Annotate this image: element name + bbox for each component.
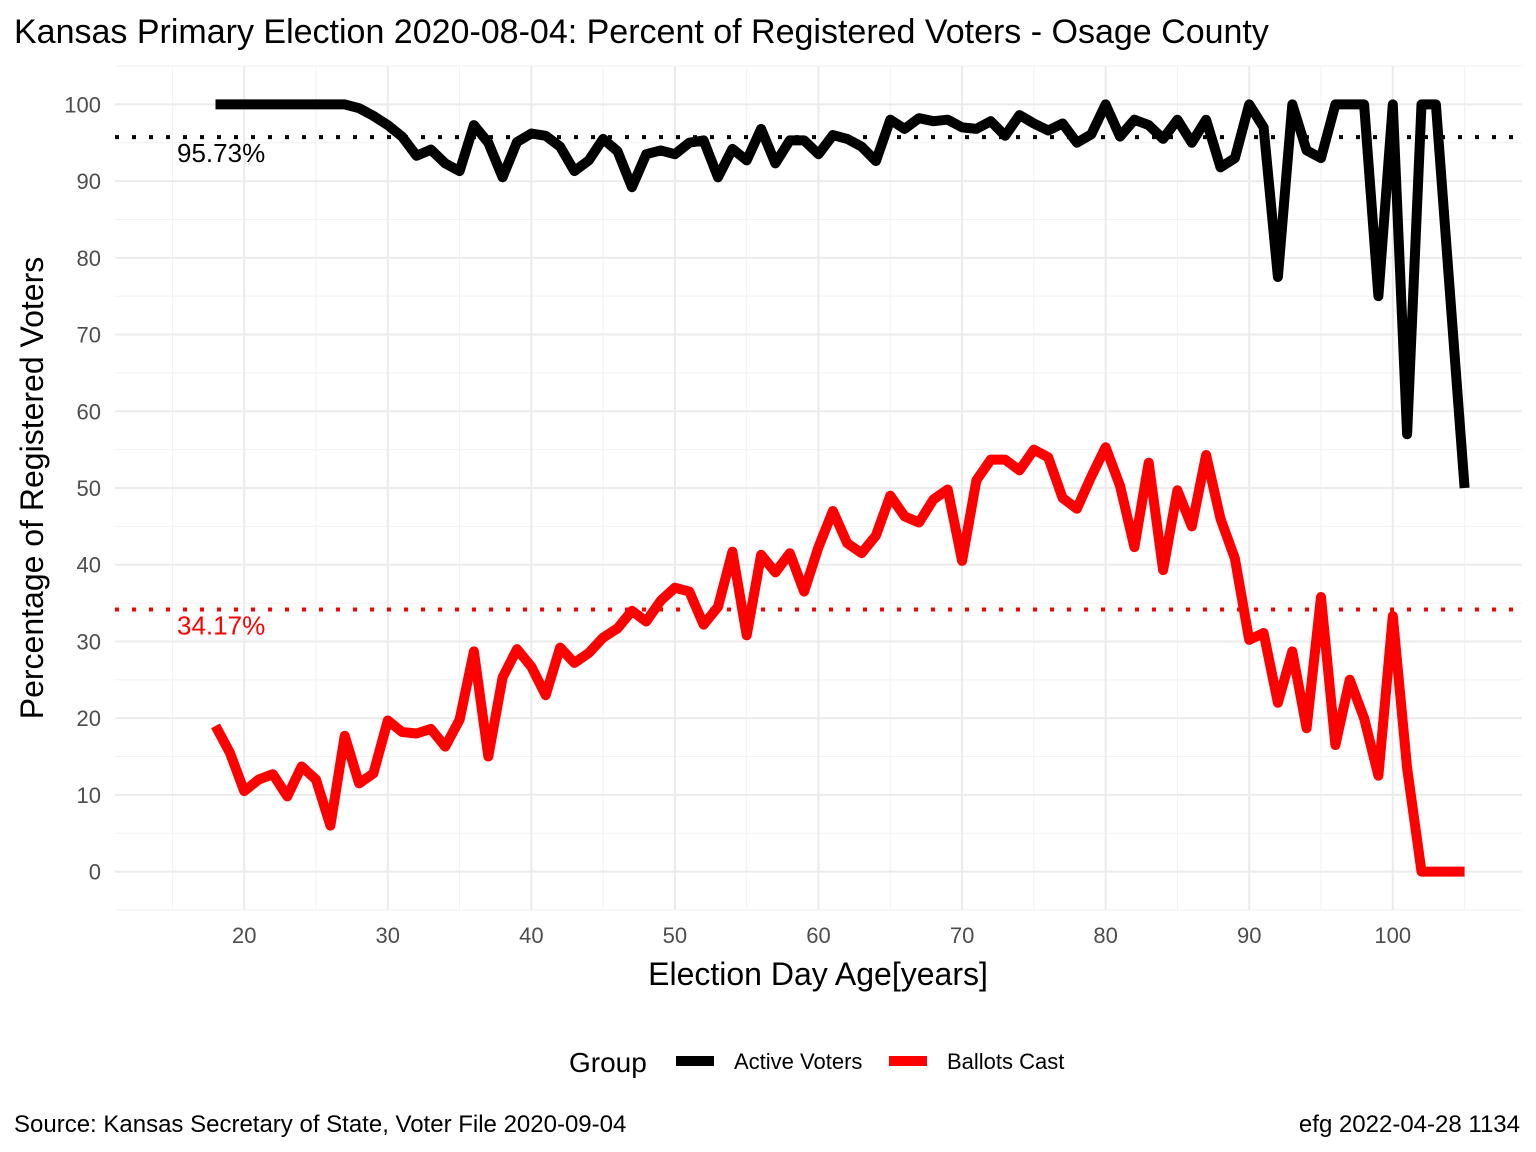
x-tick-label: 70 [950,923,974,948]
x-tick-label: 50 [663,923,687,948]
legend-label-active-voters: Active Voters [734,1049,862,1074]
y-tick-label: 70 [77,323,101,348]
series-line [215,99,1470,489]
grid-major [115,66,1522,910]
source-caption: Source: Kansas Secretary of State, Voter… [14,1111,626,1138]
y-tick-label: 40 [77,553,101,578]
series-lines [211,99,1470,877]
y-axis-ticks: 0 10 20 30 40 50 60 70 80 90 100 [64,92,101,884]
x-axis-title: Election Day Age[years] [648,956,988,992]
y-tick-label: 80 [77,246,101,271]
series-line [211,442,1465,877]
reference-label: 95.73% [177,138,265,168]
x-tick-label: 100 [1374,923,1411,948]
y-tick-label: 30 [77,629,101,654]
x-axis-ticks: 20 30 40 50 60 70 80 90 100 [232,923,1411,948]
y-tick-label: 20 [77,706,101,731]
y-tick-label: 90 [77,169,101,194]
y-tick-label: 50 [77,476,101,501]
legend-label-ballots-cast: Ballots Cast [947,1049,1064,1074]
x-tick-label: 60 [806,923,830,948]
x-tick-label: 80 [1093,923,1117,948]
y-tick-label: 60 [77,399,101,424]
y-tick-label: 10 [77,783,101,808]
x-tick-label: 40 [519,923,543,948]
chart-title: Kansas Primary Election 2020-08-04: Perc… [14,13,1269,51]
y-tick-label: 100 [64,92,101,117]
x-tick-label: 30 [376,923,400,948]
reference-label: 34.17% [177,610,265,640]
y-tick-label: 0 [89,860,101,885]
y-axis-title: Percentage of Registered Voters [14,257,50,720]
credit-caption: efg 2022-04-28 1134 [1299,1111,1520,1138]
legend: Group Active Voters Ballots Cast [569,1047,1064,1078]
x-tick-label: 90 [1237,923,1261,948]
legend-title: Group [569,1047,647,1078]
reference-labels: 95.73% 34.17% [177,138,265,640]
x-tick-label: 20 [232,923,256,948]
